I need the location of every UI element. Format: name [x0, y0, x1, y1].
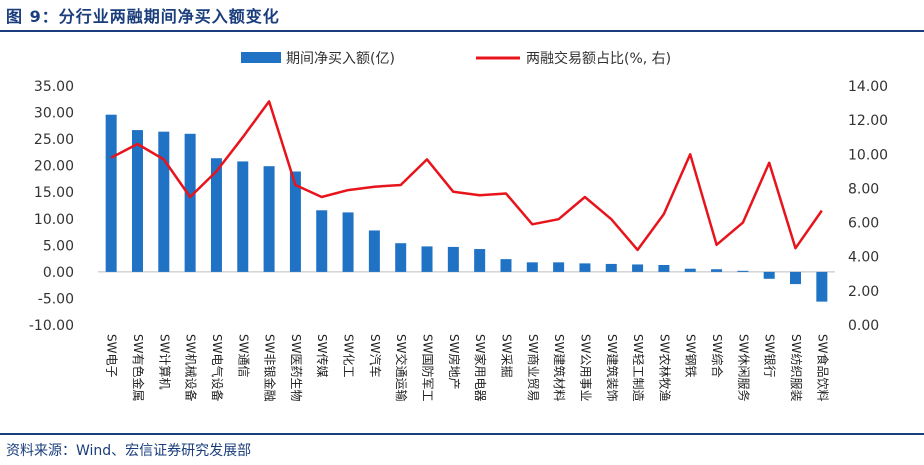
bar	[289, 171, 301, 272]
source-rule	[0, 433, 924, 435]
bar	[816, 271, 828, 302]
category-label: SW交通运输	[394, 334, 409, 401]
bar	[526, 262, 538, 272]
legend-line-label: 两融交易额占比(%, 右)	[526, 50, 671, 67]
category-label: SW银行	[763, 334, 777, 377]
right-tick-label: 0.00	[848, 318, 879, 334]
category-label: SW综合	[710, 334, 725, 377]
left-tick-label: -10.00	[29, 318, 74, 334]
category-label: SW家用电器	[473, 334, 488, 401]
bar	[368, 230, 380, 272]
category-label: SW电气设备	[210, 334, 225, 401]
source-note: 资料来源：Wind、宏信证券研究发展部	[6, 443, 252, 459]
category-label: SW商业贸易	[526, 334, 541, 401]
legend-bar-label: 期间净买入额(亿)	[286, 51, 395, 67]
category-label: SW医药生物	[289, 334, 303, 401]
bar	[210, 158, 222, 272]
right-tick-label: 6.00	[848, 216, 879, 232]
bar	[184, 133, 196, 272]
bar	[447, 246, 459, 272]
category-label: SW国防军工	[421, 334, 436, 401]
bar	[684, 268, 696, 272]
category-label: SW采掘	[499, 334, 514, 377]
category-label: SW农林牧渔	[657, 334, 671, 401]
left-tick-label: 25.00	[34, 132, 74, 148]
category-label: SW传媒	[315, 334, 330, 377]
left-tick-label: -5.00	[38, 291, 74, 307]
category-label: SW房地产	[447, 334, 462, 389]
bar	[474, 249, 486, 272]
category-label: SW休闲服务	[736, 334, 751, 401]
ratio-line	[110, 100, 823, 252]
chart-legend: 期间净买入额(亿) 两融交易额占比(%, 右)	[241, 50, 671, 67]
right-tick-label: 2.00	[848, 284, 879, 300]
bar	[158, 131, 170, 272]
category-label: SW食品饮料	[815, 334, 830, 401]
bar	[105, 114, 117, 272]
bar	[395, 243, 407, 272]
bar	[421, 246, 433, 272]
category-label: SW建筑装饰	[605, 334, 620, 401]
right-tick-label: 10.00	[848, 147, 888, 163]
left-tick-label: 30.00	[34, 106, 74, 122]
bar	[316, 210, 328, 272]
bar	[790, 271, 802, 285]
category-label: SW建筑材料	[552, 334, 567, 401]
category-label: SW公用事业	[578, 334, 592, 401]
category-label: SW电子	[105, 334, 119, 377]
bar	[737, 270, 749, 272]
combo-chart: 期间净买入额(亿) 两融交易额占比(%, 右) 35.00 30.00 25.00 2…	[29, 50, 888, 401]
category-label: SW通信	[236, 334, 250, 377]
category-label: SW纺织服装	[789, 334, 803, 401]
left-tick-label: 0.00	[43, 265, 74, 281]
category-label: SW有色金属	[131, 334, 146, 401]
right-tick-label: 4.00	[848, 250, 879, 266]
bar	[605, 263, 617, 272]
category-label: SW轻工制造	[631, 334, 645, 401]
bar	[658, 264, 670, 272]
category-label: SW钢铁	[684, 334, 698, 377]
left-tick-label: 20.00	[34, 159, 74, 175]
right-axis-ticks: 14.00 12.00 10.00 8.00 6.00 4.00 2.00 0.00	[848, 79, 888, 334]
bar	[131, 130, 143, 272]
bar	[263, 166, 275, 272]
left-tick-label: 15.00	[34, 185, 74, 201]
category-label: SW非银金融	[263, 334, 278, 401]
bar	[237, 161, 249, 272]
legend-bar-swatch	[241, 52, 281, 63]
bar	[632, 264, 644, 272]
bar	[763, 271, 775, 279]
right-tick-label: 8.00	[848, 181, 879, 197]
bar-series	[105, 114, 828, 302]
right-tick-label: 14.00	[848, 79, 888, 95]
bar	[342, 212, 354, 272]
bar	[553, 262, 565, 272]
figure-title: 图 9：分行业两融期间净买入额变化	[6, 7, 280, 26]
bar	[579, 263, 591, 272]
bar	[500, 259, 512, 272]
bar	[711, 269, 723, 272]
category-labels: SW电子 SW有色金属 SW计算机 SW机械设备 SW电气设备 SW通信 SW非银金融 SW医…	[105, 334, 831, 401]
category-label: SW汽车	[368, 334, 383, 377]
right-tick-label: 12.00	[848, 113, 888, 129]
left-tick-label: 35.00	[34, 79, 74, 95]
category-label: SW机械设备	[184, 334, 199, 401]
category-label: SW计算机	[157, 334, 172, 389]
left-tick-label: 5.00	[43, 238, 74, 254]
category-label: SW化工	[342, 334, 356, 377]
left-tick-label: 10.00	[34, 212, 74, 228]
title-rule	[0, 30, 924, 32]
left-axis-ticks: 35.00 30.00 25.00 20.00 15.00 10.00 5.00 0.00 -5…	[29, 79, 74, 334]
